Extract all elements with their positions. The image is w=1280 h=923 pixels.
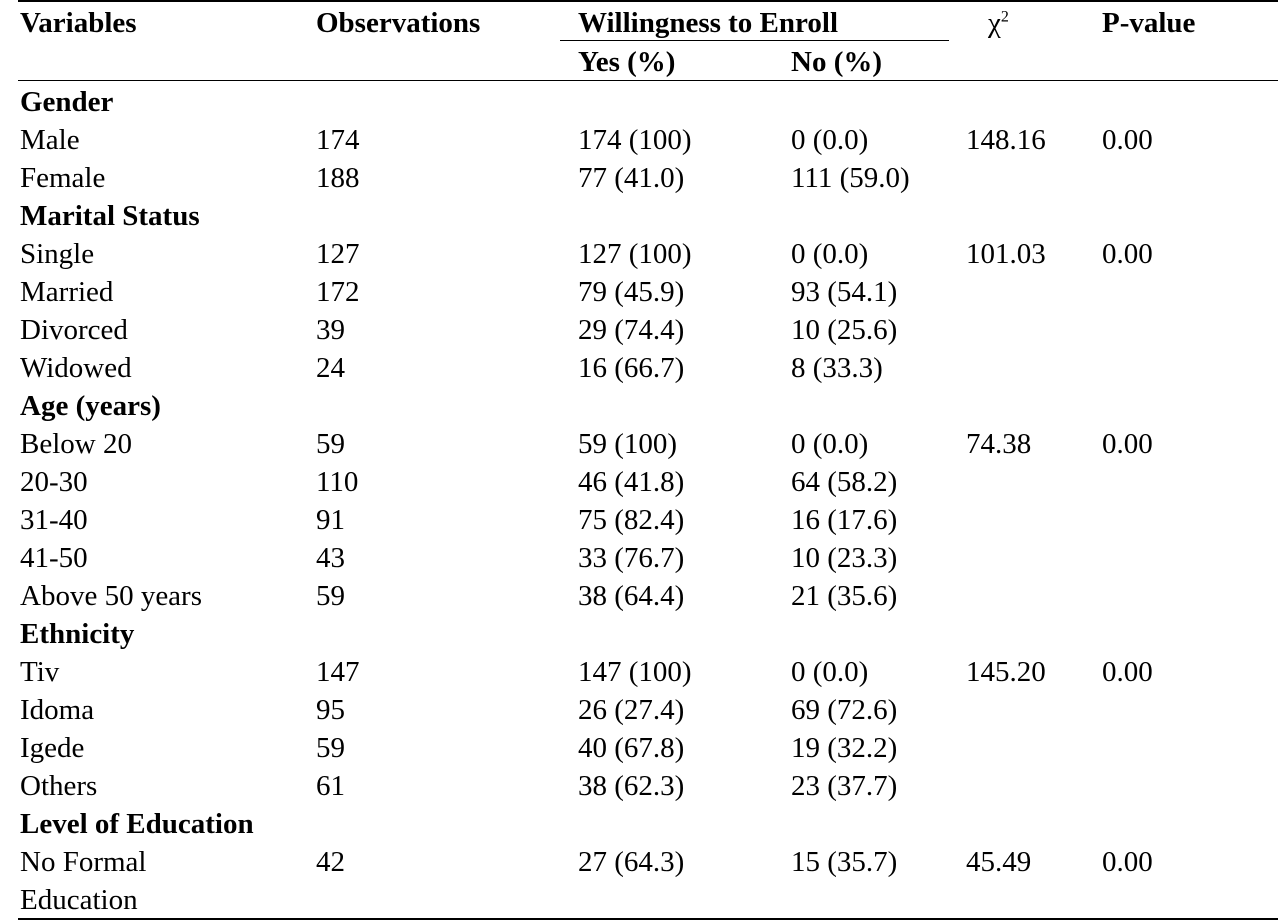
cell-variable: Others (20, 770, 98, 802)
cell-observations: 59 (316, 428, 345, 460)
cell-observations: 188 (316, 162, 360, 194)
cell-no: 10 (23.3) (791, 542, 898, 574)
cell-variable: Below 20 (20, 428, 132, 460)
cell-variable: Igede (20, 732, 85, 764)
cell-no: 0 (0.0) (791, 124, 869, 156)
cell-yes: 127 (100) (578, 238, 692, 270)
cell-yes: 75 (82.4) (578, 504, 685, 536)
cell-no: 10 (25.6) (791, 314, 898, 346)
cell-yes: 77 (41.0) (578, 162, 685, 194)
cell-variable: Idoma (20, 694, 95, 726)
header-willingness: Willingness to Enroll (578, 7, 838, 39)
willingness-underline (560, 40, 949, 41)
group-heading: Level of Education (20, 808, 254, 840)
cell-variable: Single (20, 238, 95, 270)
cell-chi-square: 145.20 (966, 656, 1046, 688)
cell-no: 0 (0.0) (791, 238, 869, 270)
cell-pvalue: 0.00 (1102, 238, 1153, 270)
chi-symbol: χ (988, 7, 1001, 39)
header-no: No (%) (791, 46, 883, 78)
cell-no: 21 (35.6) (791, 580, 898, 612)
cell-variable: Divorced (20, 314, 128, 346)
cell-variable: Male (20, 124, 80, 156)
cell-pvalue: 0.00 (1102, 428, 1153, 460)
cell-observations: 172 (316, 276, 360, 308)
cell-observations: 91 (316, 504, 345, 536)
cell-yes: 174 (100) (578, 124, 692, 156)
cell-variable: 41-50 (20, 542, 88, 574)
cell-variable: Education (20, 884, 138, 916)
cell-no: 19 (32.2) (791, 732, 898, 764)
cell-variable: Above 50 years (20, 580, 203, 612)
cell-pvalue: 0.00 (1102, 846, 1153, 878)
header-yes: Yes (%) (578, 46, 676, 78)
cell-yes: 33 (76.7) (578, 542, 685, 574)
cell-chi-square: 45.49 (966, 846, 1032, 878)
header-variables: Variables (20, 7, 137, 39)
cell-observations: 110 (316, 466, 359, 498)
cell-observations: 61 (316, 770, 345, 802)
cell-observations: 147 (316, 656, 360, 688)
cell-variable: No Formal (20, 846, 147, 878)
cell-chi-square: 101.03 (966, 238, 1046, 270)
cell-observations: 59 (316, 732, 345, 764)
cell-no: 23 (37.7) (791, 770, 898, 802)
cell-chi-square: 148.16 (966, 124, 1046, 156)
cell-observations: 127 (316, 238, 360, 270)
cell-yes: 27 (64.3) (578, 846, 685, 878)
cell-observations: 59 (316, 580, 345, 612)
cell-observations: 42 (316, 846, 345, 878)
header-bottom-rule (18, 80, 1278, 81)
group-heading: Gender (20, 86, 114, 118)
cell-no: 111 (59.0) (791, 162, 910, 194)
cell-variable: 20-30 (20, 466, 88, 498)
cell-variable: Female (20, 162, 106, 194)
group-heading: Marital Status (20, 200, 200, 232)
cell-no: 69 (72.6) (791, 694, 898, 726)
cell-yes: 40 (67.8) (578, 732, 685, 764)
cell-yes: 16 (66.7) (578, 352, 685, 384)
header-observations: Observations (316, 7, 481, 39)
cell-observations: 43 (316, 542, 345, 574)
cell-yes: 38 (62.3) (578, 770, 685, 802)
chi-superscript: 2 (1000, 8, 1009, 26)
cell-variable: 31-40 (20, 504, 88, 536)
cell-variable: Tiv (20, 656, 60, 688)
cell-yes: 147 (100) (578, 656, 692, 688)
cell-observations: 24 (316, 352, 345, 384)
demographics-table: Variables Observations Willingness to En… (18, 0, 1278, 923)
cell-no: 93 (54.1) (791, 276, 898, 308)
cell-observations: 174 (316, 124, 360, 156)
bottom-rule (18, 918, 1278, 920)
header-chi-square: χ2 (988, 4, 1009, 42)
cell-yes: 26 (27.4) (578, 694, 685, 726)
cell-variable: Widowed (20, 352, 132, 384)
cell-observations: 95 (316, 694, 345, 726)
cell-yes: 59 (100) (578, 428, 678, 460)
cell-no: 64 (58.2) (791, 466, 898, 498)
cell-no: 16 (17.6) (791, 504, 898, 536)
cell-no: 8 (33.3) (791, 352, 883, 384)
cell-yes: 79 (45.9) (578, 276, 685, 308)
cell-yes: 46 (41.8) (578, 466, 685, 498)
cell-chi-square: 74.38 (966, 428, 1032, 460)
cell-observations: 39 (316, 314, 345, 346)
cell-pvalue: 0.00 (1102, 124, 1153, 156)
cell-pvalue: 0.00 (1102, 656, 1153, 688)
cell-yes: 38 (64.4) (578, 580, 685, 612)
cell-yes: 29 (74.4) (578, 314, 685, 346)
group-heading: Ethnicity (20, 618, 135, 650)
cell-variable: Married (20, 276, 114, 308)
top-rule (18, 0, 1278, 2)
cell-no: 0 (0.0) (791, 428, 869, 460)
group-heading: Age (years) (20, 390, 161, 422)
header-pvalue: P-value (1102, 7, 1196, 39)
cell-no: 15 (35.7) (791, 846, 898, 878)
cell-no: 0 (0.0) (791, 656, 869, 688)
